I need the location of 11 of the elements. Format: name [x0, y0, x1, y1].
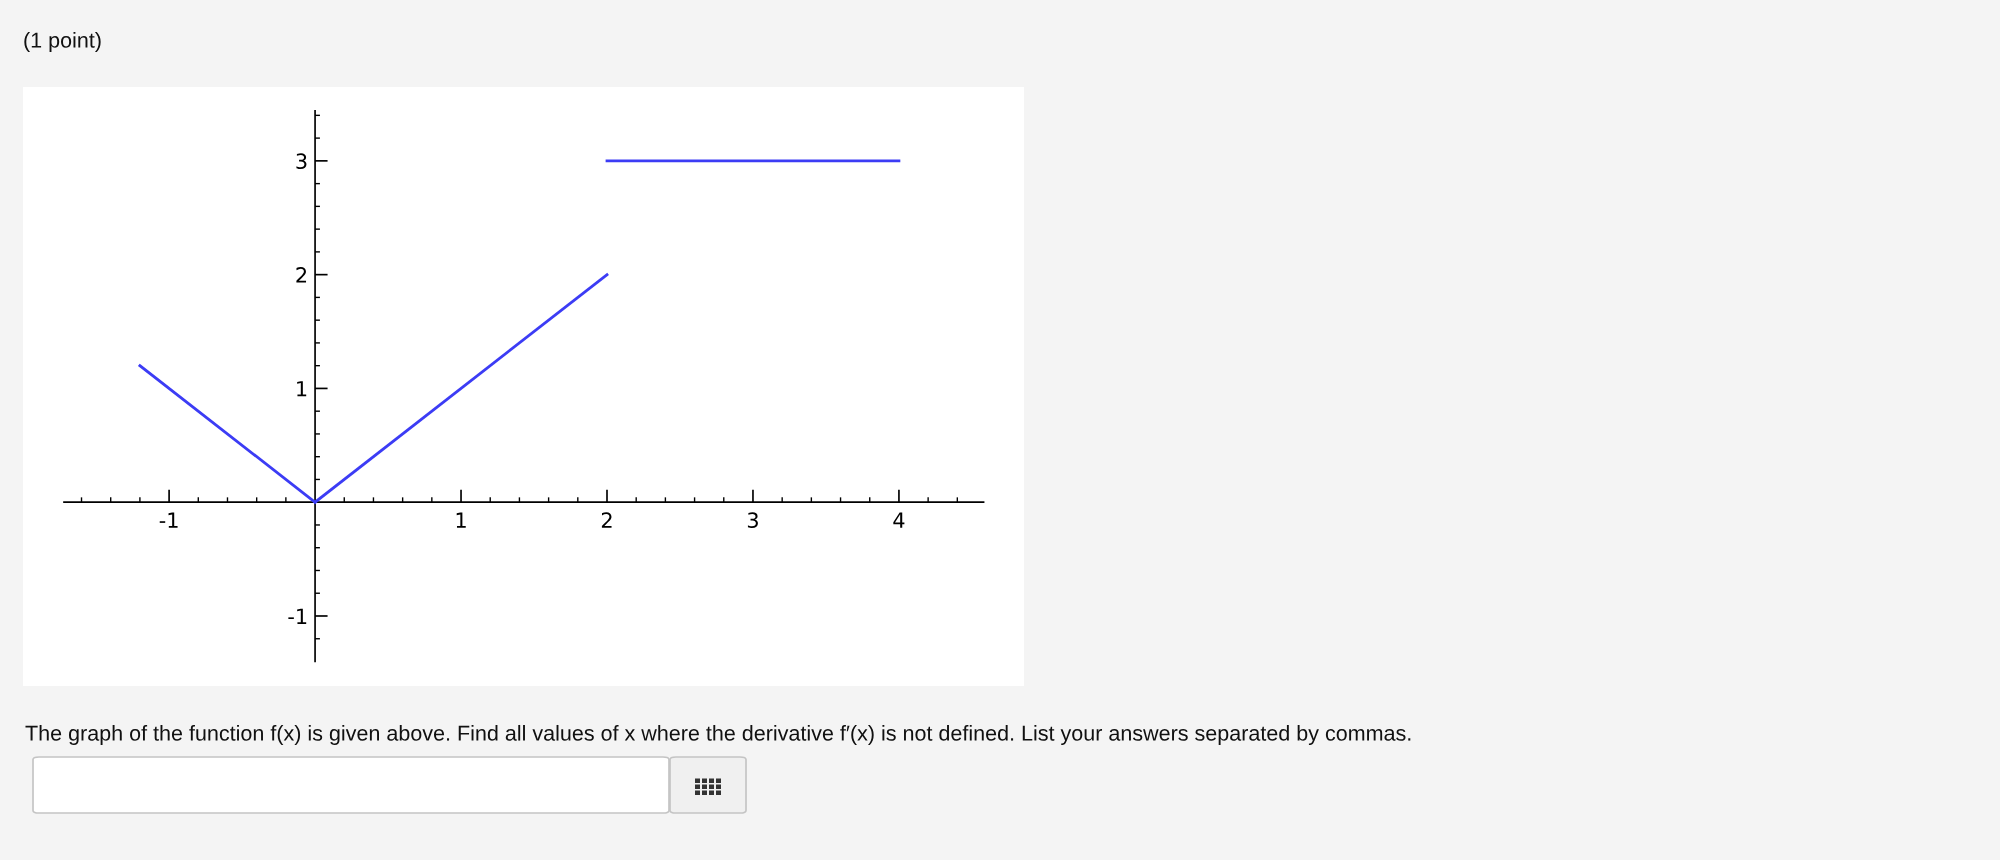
x-tick-label: 4: [893, 512, 905, 528]
y-tick-label: 2: [296, 267, 307, 283]
x-tick-label: 3: [747, 512, 758, 529]
chart-title: (1 point): [24, 31, 101, 53]
x-tick-label: 1: [456, 512, 466, 528]
x-tick-label: 2: [601, 512, 612, 528]
y-tick-label: -1: [288, 608, 307, 624]
y-tick-label: 1: [297, 381, 307, 397]
text: The graph of the function f(x) is given above. Find all values of x where the derivative f′(x) is not defined. List your answers separated by commas.: [25, 724, 1411, 746]
y-tick-label: 3: [296, 153, 307, 170]
x-tick-label: -1: [159, 512, 178, 528]
